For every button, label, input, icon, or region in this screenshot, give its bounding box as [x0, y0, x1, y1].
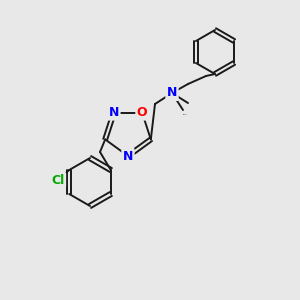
- Text: Cl: Cl: [51, 173, 64, 187]
- Text: O: O: [137, 106, 147, 119]
- Text: N: N: [123, 149, 133, 163]
- Text: N: N: [167, 86, 177, 100]
- Text: N: N: [109, 106, 119, 119]
- Text: methyl: methyl: [183, 113, 188, 115]
